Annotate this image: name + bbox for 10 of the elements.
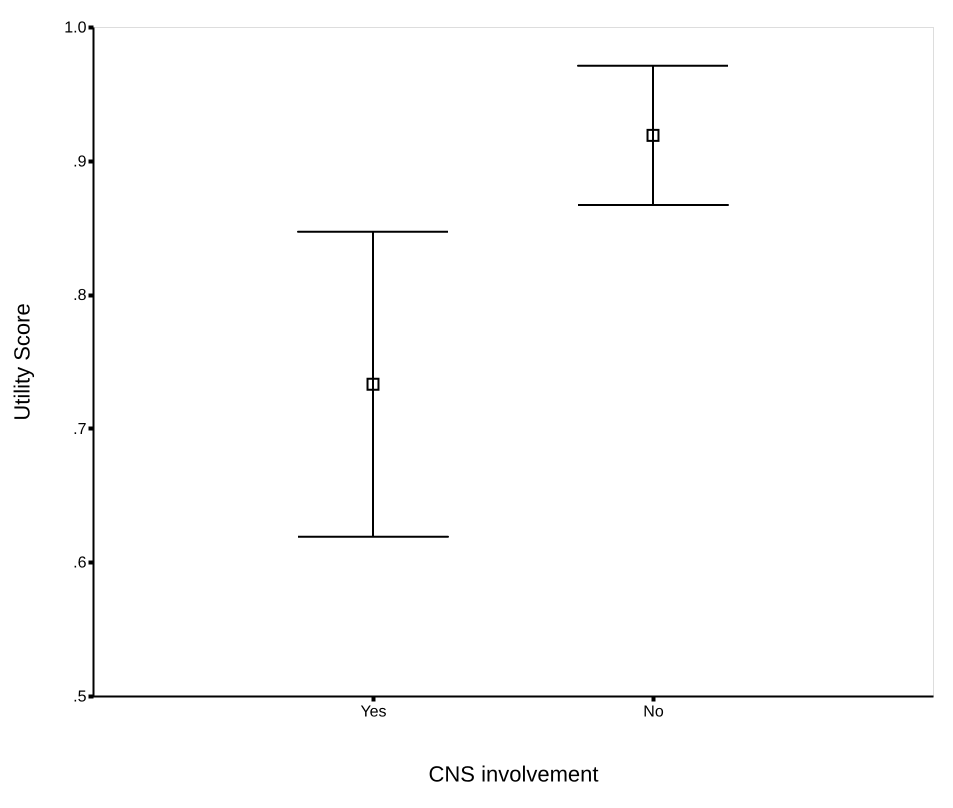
y-tick-label: .7 [73, 420, 87, 438]
x-tick-label: Yes [360, 704, 387, 720]
y-tick-label: .9 [73, 153, 87, 170]
y-tick-label: .6 [73, 554, 87, 572]
y-tick-label: 1.0 [64, 20, 87, 36]
y-axis-title: Utility Score [9, 303, 34, 421]
y-tick-label: .8 [73, 287, 87, 304]
x-tick-label: No [643, 704, 664, 720]
y-tick-label: .5 [73, 688, 87, 706]
x-axis-title: CNS involvement [428, 762, 598, 786]
